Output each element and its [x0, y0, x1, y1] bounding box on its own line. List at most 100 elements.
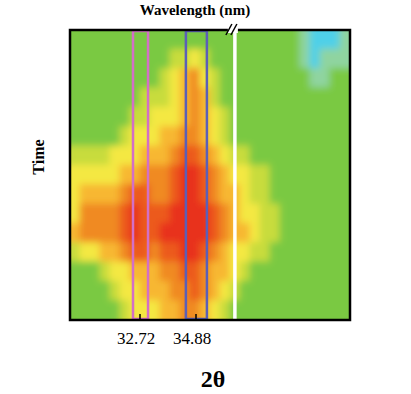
heat-cell [290, 242, 301, 262]
heat-cell [250, 30, 261, 50]
heat-cell [340, 204, 351, 224]
heat-cell [200, 107, 211, 127]
heat-cell [110, 30, 121, 50]
heat-cell [250, 281, 261, 301]
heat-cell [200, 204, 211, 224]
heat-cell [200, 88, 211, 108]
heat-cell [130, 204, 141, 224]
top-axis-label: Wavelength (nm) [140, 2, 250, 19]
heat-cell [240, 300, 251, 320]
heat-cell [250, 126, 261, 146]
heat-cell [320, 30, 331, 50]
axis-break-marks [226, 24, 238, 35]
heat-cell [80, 262, 91, 282]
heat-cell [280, 49, 291, 69]
y-axis-label: Time [30, 139, 47, 174]
heat-cell [290, 165, 301, 185]
heat-cell [240, 262, 251, 282]
heat-cell [300, 88, 311, 108]
heat-cell [280, 204, 291, 224]
heat-cell [90, 223, 101, 243]
heat-cell [110, 88, 121, 108]
heat-cell [280, 146, 291, 166]
heat-cell [200, 262, 211, 282]
heat-cell [70, 146, 81, 166]
heat-cell [90, 300, 101, 320]
heat-cell [220, 300, 231, 320]
heat-cell [120, 49, 131, 69]
heat-cell [150, 184, 161, 204]
heat-cell [210, 300, 221, 320]
heat-cell [220, 165, 231, 185]
heat-cell [240, 146, 251, 166]
heat-cell [250, 242, 261, 262]
plot-frame [70, 30, 350, 320]
heat-cell [90, 184, 101, 204]
heat-cell [70, 281, 81, 301]
heat-cell [90, 107, 101, 127]
heat-cell [190, 68, 201, 88]
heat-cell [340, 68, 351, 88]
heat-cell [100, 30, 111, 50]
heat-cell [90, 49, 101, 69]
heat-cell [290, 184, 301, 204]
heat-cell [280, 262, 291, 282]
heat-cell [250, 223, 261, 243]
heat-cell [150, 30, 161, 50]
heat-cell [270, 165, 281, 185]
heat-cell [120, 204, 131, 224]
heat-cell [260, 30, 271, 50]
heat-cell [220, 68, 231, 88]
cells [70, 30, 350, 320]
heat-cell [300, 300, 311, 320]
heat-cell [240, 126, 251, 146]
heat-cell [340, 281, 351, 301]
heat-cell [200, 68, 211, 88]
heat-cell [70, 300, 81, 320]
heat-cell [170, 262, 181, 282]
heat-cell [290, 68, 301, 88]
heat-cell [330, 107, 341, 127]
heat-cell [290, 30, 301, 50]
heat-cell [190, 146, 201, 166]
heat-cell [290, 126, 301, 146]
heat-cell [270, 107, 281, 127]
heat-cell [150, 223, 161, 243]
heat-cell [70, 88, 81, 108]
heat-cell [340, 184, 351, 204]
heat-cell [70, 204, 81, 224]
heat-cell [280, 107, 291, 127]
heat-cell [70, 68, 81, 88]
heat-cell [90, 242, 101, 262]
heat-cell [100, 184, 111, 204]
heat-cell [170, 300, 181, 320]
heat-cell [260, 300, 271, 320]
heat-cell [130, 68, 141, 88]
heat-cell [120, 88, 131, 108]
heat-cell [300, 281, 311, 301]
heat-cell [110, 223, 121, 243]
heat-cell [300, 262, 311, 282]
heat-cell [210, 165, 221, 185]
heat-cell [70, 242, 81, 262]
heat-cell [300, 223, 311, 243]
heat-cell [70, 262, 81, 282]
heat-cell [90, 165, 101, 185]
heat-cell [320, 165, 331, 185]
axis-break [233, 30, 237, 320]
heat-cell [110, 242, 121, 262]
heat-cell [320, 262, 331, 282]
heat-cell [320, 107, 331, 127]
heat-cell [340, 88, 351, 108]
heat-cell [270, 146, 281, 166]
heat-cell [310, 204, 321, 224]
heat-cell [100, 242, 111, 262]
heat-cell [300, 146, 311, 166]
x-axis-label: 2θ [201, 366, 226, 392]
heat-cell [280, 68, 291, 88]
heat-cell [260, 88, 271, 108]
heat-cell [150, 300, 161, 320]
heat-cell [260, 223, 271, 243]
heat-cell [150, 88, 161, 108]
heat-cell [300, 68, 311, 88]
